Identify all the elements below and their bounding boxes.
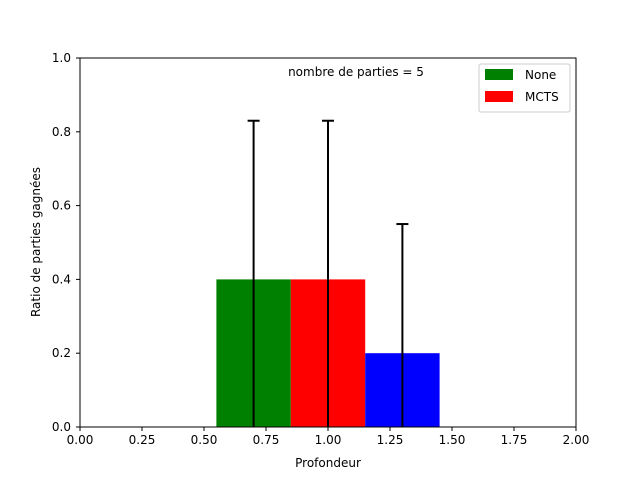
x-tick-label: 0.50 [191, 433, 218, 447]
chart-annotation: nombre de parties = 5 [288, 65, 424, 79]
y-tick-label: 0.4 [52, 272, 71, 286]
x-tick-label: 1.00 [315, 433, 342, 447]
x-ticks: 0.00 0.25 0.50 0.75 1.00 1.25 1.50 1.75 2.00 [67, 427, 590, 447]
legend-swatch-none [485, 69, 513, 80]
legend: None MCTS [478, 63, 571, 113]
legend-label-none: None [525, 68, 556, 82]
error-bar-1 [322, 119, 334, 427]
y-tick-label: 0.8 [52, 125, 71, 139]
y-tick-label: 0.2 [52, 346, 71, 360]
error-bar-2 [396, 223, 409, 427]
y-axis-label: Ratio de parties gagnées [29, 167, 43, 317]
legend-swatch-mcts [485, 91, 513, 102]
x-tick-label: 2.00 [563, 433, 590, 447]
legend-label-mcts: MCTS [525, 90, 559, 104]
y-tick-label: 0.6 [52, 199, 71, 213]
error-bar-0 [247, 119, 260, 427]
x-tick-label: 0.00 [67, 433, 94, 447]
y-tick-label: 1.0 [52, 51, 71, 65]
x-axis-label: Profondeur [295, 456, 361, 470]
y-ticks: 0.0 0.2 0.4 0.6 0.8 1.0 [52, 51, 80, 434]
x-tick-label: 1.50 [439, 433, 466, 447]
errorbars-layer [247, 119, 409, 427]
x-tick-label: 1.25 [377, 433, 404, 447]
x-tick-label: 1.75 [501, 433, 528, 447]
x-tick-label: 0.25 [129, 433, 156, 447]
y-tick-label: 0.0 [52, 420, 71, 434]
x-tick-label: 0.75 [253, 433, 280, 447]
